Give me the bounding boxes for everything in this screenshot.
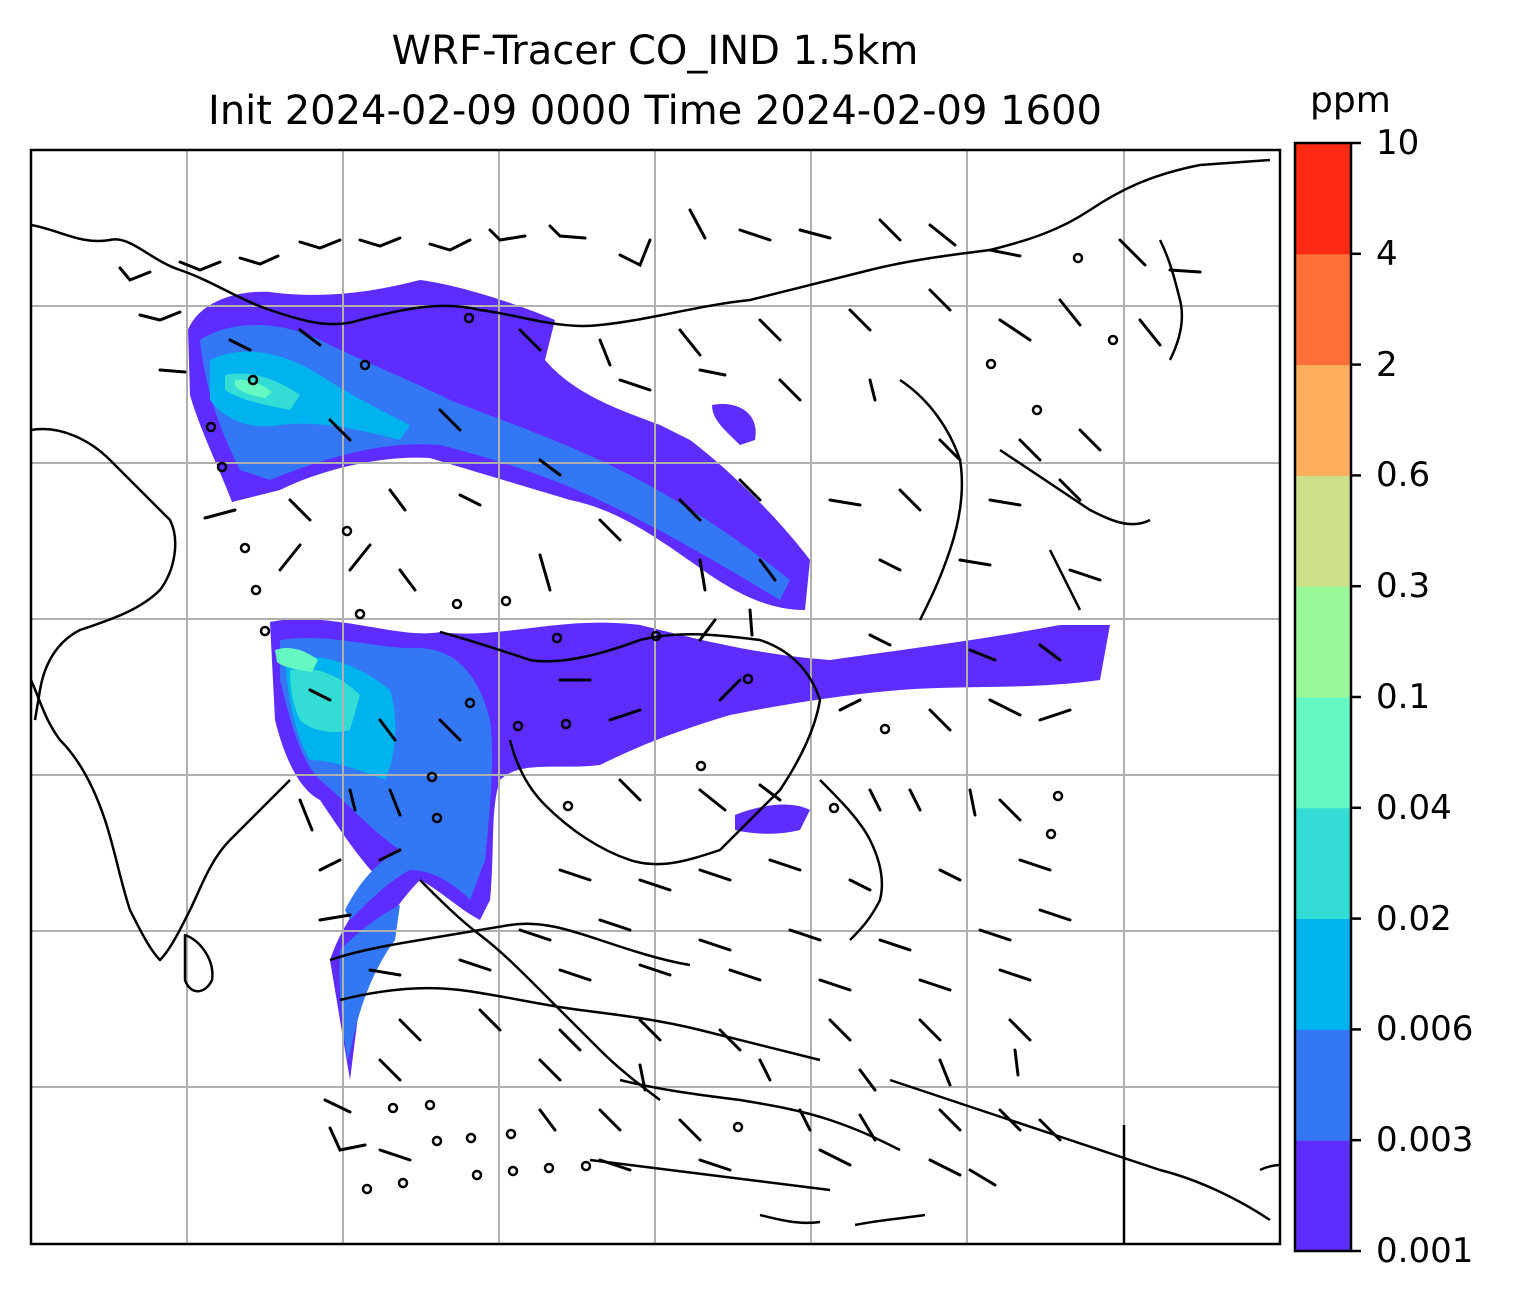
colorbar-tick-label: 4 [1376,233,1398,274]
colorbar-tick-label: 0.6 [1376,455,1431,496]
gridlines [31,150,1280,1244]
calm-wind-markers [205,252,1119,1195]
colorbar-bin [1295,475,1351,587]
tracer-plume-sw-inner [339,905,400,1060]
colorbar-bin [1295,697,1351,809]
wind-barbs [118,208,1202,1187]
colorbar [1293,141,1361,1253]
colorbar-bin [1295,807,1351,920]
tracer-plume-south-max [275,648,318,672]
tracer-patch [712,404,756,445]
tracer-plume-north-core [210,351,410,440]
colorbar-bin [1295,1029,1351,1141]
tracer-concentration-fill [188,280,1110,1080]
colorbar-tick-label: 0.1 [1376,677,1431,717]
map-title-line-2: Init 2024-02-09 0000 Time 2024-02-09 160… [208,88,1102,134]
colorbar-bin [1295,253,1351,366]
colorbar-tick-label: 0.001 [1376,1231,1474,1271]
map-title-line-1: WRF-Tracer CO_IND 1.5km [391,28,919,74]
colorbar-bin [1295,1140,1351,1252]
colorbar-tick-label: 0.006 [1376,1009,1474,1050]
colorbar-bin [1295,918,1351,1030]
colorbar-tick-label: 0.003 [1376,1120,1474,1161]
colorbar-tick-label: 0.04 [1376,787,1452,828]
tracer-plume-north-max [235,379,272,398]
colorbar-bin [1295,143,1351,255]
colorbar-bin [1295,586,1351,698]
map-area [31,150,1280,1244]
tracer-patch-east [735,804,810,834]
colorbar-tick-label: 2 [1376,344,1398,385]
colorbar-bin [1295,364,1351,476]
colorbar-tick-label: 0.02 [1376,898,1452,939]
map-frame [29,148,1282,1246]
colorbar-tick-label: 0.3 [1376,566,1431,607]
coastlines [31,158,1280,1244]
colorbar-unit-label: ppm [1310,80,1391,121]
colorbar-tick-label: 10 [1376,123,1420,163]
